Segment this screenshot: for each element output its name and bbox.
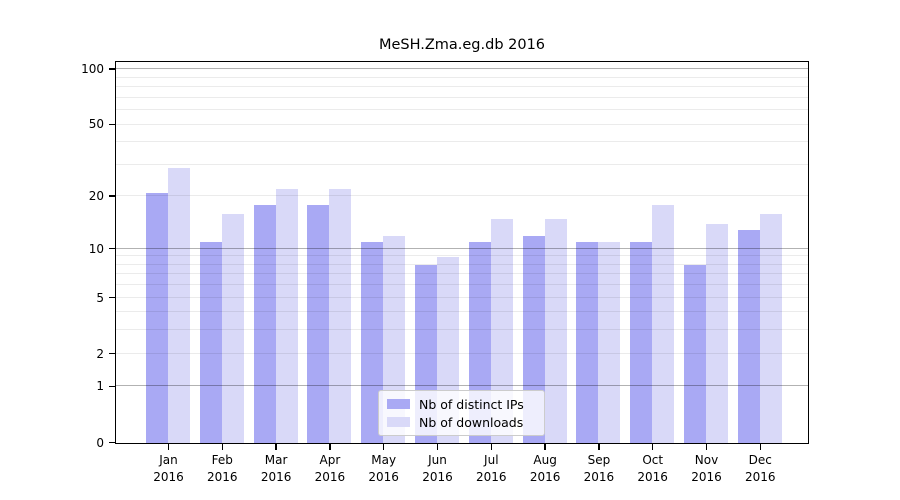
gridline-1 [116, 385, 808, 387]
bar-ips-feb [199, 242, 222, 443]
gridline-9 [116, 255, 808, 257]
gridline-30 [116, 163, 808, 165]
gridline-90 [116, 76, 808, 78]
x-tick-mark [759, 444, 762, 450]
y-tick-label-5: 5 [96, 290, 104, 305]
x-tick-mark [651, 444, 654, 450]
gridline-10 [116, 247, 808, 249]
bar-downloads-jan [168, 167, 190, 443]
legend-label-distinct-ips: Nb of distinct IPs [419, 396, 524, 412]
y-tick-label-100: 100 [81, 62, 104, 77]
gridline-70 [116, 96, 808, 98]
x-tick-mark [705, 444, 708, 450]
bar-downloads-jul [490, 218, 513, 443]
bar-ips-jan [146, 193, 168, 443]
bar-ips-oct [630, 242, 653, 443]
y-tick-mark [108, 296, 115, 299]
x-tick-mark [436, 444, 439, 450]
legend-swatch-downloads [387, 417, 410, 427]
gridline-2 [116, 352, 808, 354]
x-tick-mark [221, 444, 224, 450]
gridline-20 [116, 195, 808, 197]
x-tick-label-feb: Feb 2016 [207, 453, 238, 484]
x-tick-label-mar: Mar 2016 [260, 453, 292, 484]
x-tick-mark [329, 444, 331, 450]
x-tick-label-jun: Jun 2016 [422, 453, 453, 484]
x-tick-mark [382, 444, 385, 450]
y-tick-mark [108, 195, 115, 197]
y-tick-mark [108, 123, 115, 126]
x-tick-mark [275, 444, 277, 450]
y-tick-mark [108, 352, 115, 355]
bar-downloads-sep [598, 242, 621, 443]
gridline-80 [116, 86, 808, 87]
gridline-6 [116, 284, 808, 286]
x-tick-label-may: May 2016 [368, 453, 399, 484]
legend-item-distinct-ips: Nb of distinct IPs [387, 397, 536, 412]
x-tick-mark [598, 444, 600, 450]
gridline-50 [116, 123, 808, 125]
y-tick-label-10: 10 [88, 241, 104, 256]
chart-title: MeSH.Zma.eg.db 2016 [378, 37, 546, 53]
y-tick-mark [108, 68, 115, 70]
y-tick-label-2: 2 [96, 346, 104, 361]
x-tick-label-jul: Jul 2016 [476, 453, 507, 484]
gridline-40 [116, 141, 808, 143]
y-tick-mark [108, 441, 115, 444]
bar-ips-mar [253, 204, 276, 443]
bar-ips-apr [307, 204, 330, 443]
bar-downloads-oct [652, 204, 675, 443]
legend-item-downloads: Nb of downloads [387, 415, 536, 430]
y-tick-label-20: 20 [88, 189, 104, 204]
gridline-8 [116, 263, 808, 265]
y-tick-label-1: 1 [96, 379, 104, 394]
gridline-100 [116, 68, 808, 70]
x-tick-label-sep: Sep 2016 [583, 453, 615, 484]
bar-downloads-aug [544, 218, 567, 443]
x-tick-label-jan: Jan 2016 [153, 453, 184, 484]
bar-downloads-apr [329, 189, 352, 443]
bar-downloads-mar [275, 189, 298, 443]
bar-downloads-dec [759, 213, 782, 443]
x-tick-label-nov: Nov 2016 [691, 453, 722, 484]
gridline-3 [116, 329, 808, 331]
y-tick-label-0: 0 [96, 435, 104, 450]
bar-ips-dec [737, 229, 760, 443]
gridline-4 [116, 311, 808, 313]
bar-ips-may [361, 242, 384, 443]
x-tick-mark [544, 444, 546, 450]
y-tick-label-50: 50 [88, 117, 104, 132]
x-tick-mark [167, 444, 170, 450]
legend-label-downloads: Nb of downloads [419, 414, 524, 430]
legend-swatch-distinct-ips [387, 399, 410, 409]
gridline-5 [116, 296, 808, 298]
y-tick-mark [108, 247, 115, 250]
gridline-60 [116, 109, 808, 110]
bar-downloads-nov [706, 224, 728, 443]
bar-downloads-feb [221, 213, 244, 443]
bar-ips-sep [576, 242, 599, 443]
x-tick-label-aug: Aug 2016 [529, 453, 561, 484]
legend: Nb of distinct IPs Nb of downloads [378, 390, 545, 436]
y-tick-mark [108, 385, 115, 388]
x-tick-label-apr: Apr 2016 [314, 453, 346, 484]
bar-ips-nov [684, 265, 706, 443]
x-tick-label-dec: Dec 2016 [745, 453, 776, 484]
x-tick-label-oct: Oct 2016 [637, 453, 668, 484]
x-tick-mark [490, 444, 493, 450]
gridline-7 [116, 273, 808, 275]
plot-area [115, 61, 809, 444]
